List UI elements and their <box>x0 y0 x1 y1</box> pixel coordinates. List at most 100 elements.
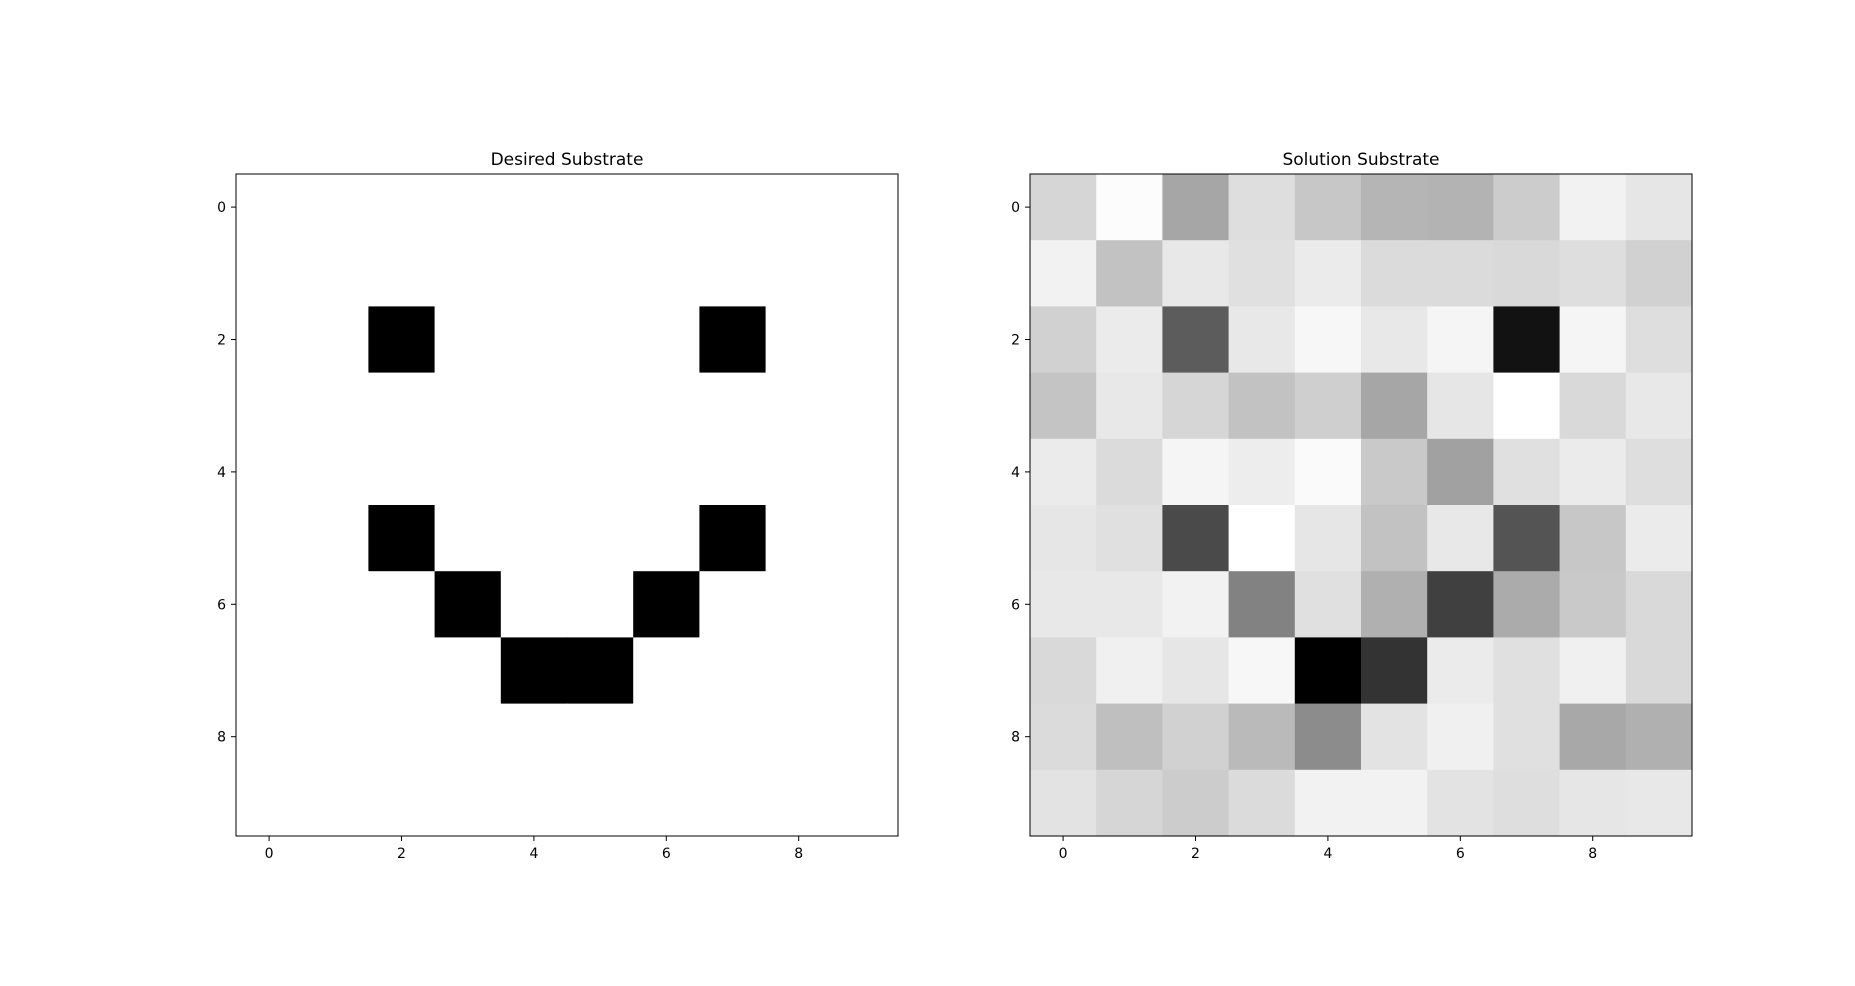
desired-substrate-frame <box>235 173 899 837</box>
desired-substrate-ticks: 0 2 4 6 8 0 2 4 6 8 <box>217 200 803 862</box>
heatmap-cell <box>1361 637 1428 705</box>
heatmap-cell <box>368 174 436 241</box>
heatmap-cell <box>1294 240 1362 307</box>
heatmap-cell <box>831 438 899 506</box>
heatmap-cell <box>500 240 568 307</box>
heatmap-cell <box>831 505 899 572</box>
heatmap-cell <box>1294 174 1362 241</box>
heatmap-cell <box>1625 174 1693 241</box>
desired-substrate-panel: Desired Substrate 0 2 4 6 8 0 2 4 6 8 <box>217 150 899 862</box>
heatmap-cell <box>1427 174 1494 241</box>
heatmap-cell <box>1361 505 1428 572</box>
heatmap-cell <box>500 571 568 638</box>
heatmap-cell <box>765 769 833 837</box>
heatmap-cell <box>1559 174 1627 241</box>
heatmap-cell <box>302 637 369 705</box>
heatmap-cell <box>500 306 568 374</box>
heatmap-cell <box>1162 306 1230 374</box>
heatmap-cell <box>1030 703 1097 771</box>
desired-substrate-title: Desired Substrate <box>491 150 644 170</box>
heatmap-cell <box>1162 240 1230 307</box>
heatmap-cell <box>1096 637 1163 705</box>
desired-substrate-cells <box>236 174 899 837</box>
heatmap-cell <box>1625 637 1693 705</box>
x-tick-label: 2 <box>397 846 406 862</box>
heatmap-cell <box>831 306 899 374</box>
heatmap-cell <box>1559 438 1627 506</box>
heatmap-cell <box>302 174 369 241</box>
heatmap-cell <box>1625 703 1693 771</box>
heatmap-cell <box>1294 372 1362 440</box>
y-tick-label: 6 <box>217 597 226 613</box>
heatmap-cell <box>1228 637 1296 705</box>
heatmap-cell <box>1559 372 1627 440</box>
heatmap-cell <box>1493 306 1561 374</box>
heatmap-cell <box>567 306 634 374</box>
solution-substrate-cells <box>1030 174 1693 837</box>
heatmap-cell <box>1030 571 1097 638</box>
y-tick-label: 2 <box>1011 333 1020 349</box>
heatmap-cell <box>368 571 436 638</box>
heatmap-cell <box>1361 571 1428 638</box>
heatmap-cell <box>1361 174 1428 241</box>
heatmap-cell <box>1427 637 1494 705</box>
heatmap-cell <box>831 240 899 307</box>
heatmap-cell <box>1625 306 1693 374</box>
heatmap-cell <box>633 438 700 506</box>
heatmap-cell <box>500 637 568 705</box>
heatmap-cell <box>1559 703 1627 771</box>
heatmap-cell <box>1361 703 1428 771</box>
heatmap-cell <box>831 703 899 771</box>
heatmap-cell <box>633 769 700 837</box>
heatmap-cell <box>1096 438 1163 506</box>
heatmap-cell <box>302 438 369 506</box>
heatmap-cell <box>1361 372 1428 440</box>
heatmap-cell <box>1294 637 1362 705</box>
heatmap-cell <box>434 306 502 374</box>
heatmap-cell <box>1361 438 1428 506</box>
heatmap-cell <box>434 174 502 241</box>
heatmap-cell <box>1096 769 1163 837</box>
heatmap-cell <box>699 703 767 771</box>
heatmap-cell <box>567 637 634 705</box>
heatmap-cell <box>1030 240 1097 307</box>
heatmap-cell <box>1162 174 1230 241</box>
heatmap-cell <box>1228 306 1296 374</box>
heatmap-cell <box>1427 240 1494 307</box>
heatmap-cell <box>699 174 767 241</box>
heatmap-cell <box>765 240 833 307</box>
heatmap-cell <box>1030 505 1097 572</box>
heatmap-cell <box>1361 306 1428 374</box>
heatmap-cell <box>633 372 700 440</box>
heatmap-cell <box>236 438 303 506</box>
x-tick-label: 0 <box>1059 846 1068 862</box>
heatmap-cell <box>1493 571 1561 638</box>
heatmap-cell <box>1493 174 1561 241</box>
x-tick-label: 8 <box>794 846 803 862</box>
heatmap-cell <box>1294 571 1362 638</box>
heatmap-cell <box>831 372 899 440</box>
heatmap-cell <box>1493 240 1561 307</box>
x-tick-label: 8 <box>1588 846 1597 862</box>
heatmap-cell <box>368 637 436 705</box>
x-tick-label: 6 <box>1456 846 1465 862</box>
x-tick-label: 2 <box>1191 846 1200 862</box>
heatmap-cell <box>302 306 369 374</box>
heatmap-cell <box>236 240 303 307</box>
heatmap-cell <box>368 306 436 374</box>
heatmap-cell <box>1228 174 1296 241</box>
heatmap-cell <box>765 174 833 241</box>
heatmap-cell <box>1096 372 1163 440</box>
heatmap-cell <box>1493 372 1561 440</box>
heatmap-cell <box>633 174 700 241</box>
heatmap-cell <box>1228 240 1296 307</box>
heatmap-cell <box>302 505 369 572</box>
heatmap-cell <box>765 306 833 374</box>
heatmap-cell <box>1030 438 1097 506</box>
heatmap-cell <box>368 505 436 572</box>
heatmap-cell <box>1162 372 1230 440</box>
heatmap-cell <box>1625 240 1693 307</box>
y-tick-label: 0 <box>217 200 226 216</box>
heatmap-cell <box>1162 571 1230 638</box>
heatmap-cell <box>236 372 303 440</box>
